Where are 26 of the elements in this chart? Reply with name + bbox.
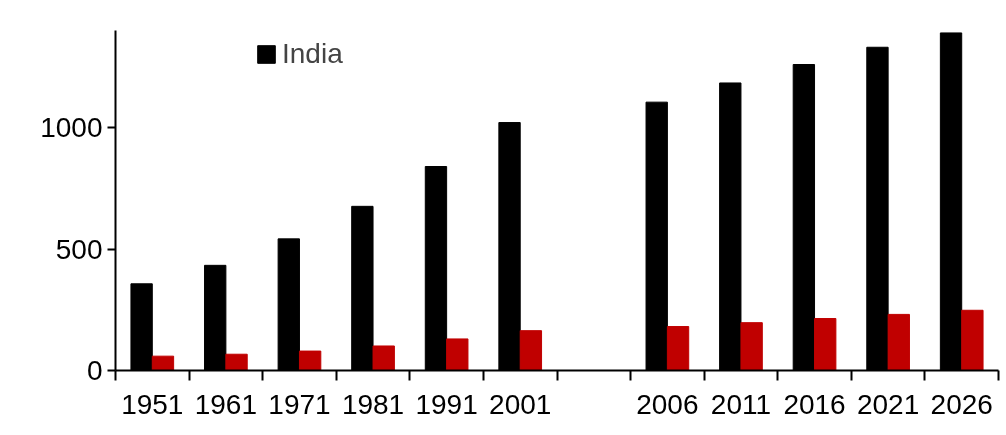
x-tick-label: 1981 (341, 388, 405, 420)
x-tick-label: 2021 (856, 388, 920, 420)
bar (446, 338, 469, 371)
bar (887, 313, 910, 371)
x-tick-label: 2011 (710, 388, 772, 420)
bar (814, 318, 837, 371)
bar (225, 353, 248, 371)
y-tick-label: 500 (55, 233, 103, 265)
bar (372, 345, 395, 371)
x-tick-label: 2001 (489, 388, 552, 420)
bar (666, 326, 690, 371)
x-tick-label: 2006 (636, 388, 699, 420)
y-tick-label: 1000 (40, 112, 103, 144)
x-tick-label: 2026 (930, 388, 993, 420)
y-tick-label: 0 (86, 355, 103, 386)
bar (519, 330, 543, 371)
bar (961, 309, 984, 371)
x-tick-label: 1971 (268, 388, 331, 420)
x-tick-label: 1961 (194, 388, 258, 420)
legend-label: India (282, 38, 343, 70)
x-tick-label: 1991 (415, 388, 478, 420)
x-tick-label: 1951 (121, 388, 184, 420)
x-tick-label: 2016 (783, 388, 846, 420)
bar (151, 355, 175, 371)
bar (298, 350, 322, 371)
bar (740, 322, 763, 371)
